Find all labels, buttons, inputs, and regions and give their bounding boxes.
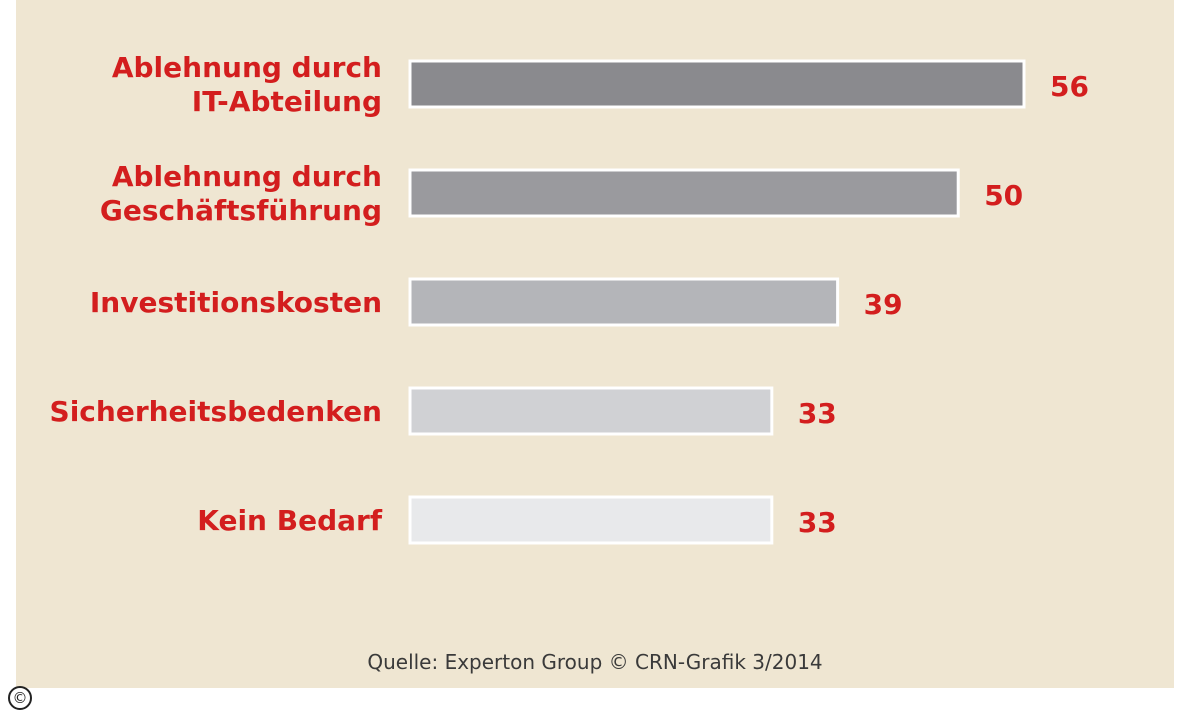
category-label-line: Kein Bedarf: [197, 504, 383, 537]
value-label-3: 39: [864, 288, 903, 321]
bar-1: [408, 59, 1026, 109]
category-label-2: Ablehnung durch Geschäftsführung: [100, 160, 382, 227]
category-label-line: Ablehnung durch: [112, 160, 382, 193]
value-label-5: 33: [798, 506, 837, 539]
category-label-line: IT-Abteilung: [192, 85, 382, 118]
source-credit: Quelle: Experton Group © CRN-Grafik 3/20…: [367, 650, 823, 674]
chart-background: [16, 0, 1174, 688]
bar-4: [408, 386, 774, 436]
value-label-4: 33: [798, 397, 837, 430]
bar-2: [408, 168, 960, 218]
category-label-3: Investitionskosten: [90, 286, 382, 319]
category-label-line: Sicherheitsbedenken: [50, 395, 382, 428]
category-label-4: Sicherheitsbedenken: [50, 395, 382, 428]
value-label-2: 50: [984, 179, 1023, 212]
category-label-line: Ablehnung durch: [112, 51, 382, 84]
value-label-1: 56: [1050, 70, 1089, 103]
bar-5: [408, 495, 774, 545]
category-label-1: Ablehnung durch IT-Abteilung: [112, 51, 382, 118]
category-label-line: Geschäftsführung: [100, 194, 382, 227]
category-label-5: Kein Bedarf: [197, 504, 383, 537]
category-label-line: Investitionskosten: [90, 286, 382, 319]
copyright-icon: ©: [8, 686, 32, 710]
bar-3: [408, 277, 840, 327]
